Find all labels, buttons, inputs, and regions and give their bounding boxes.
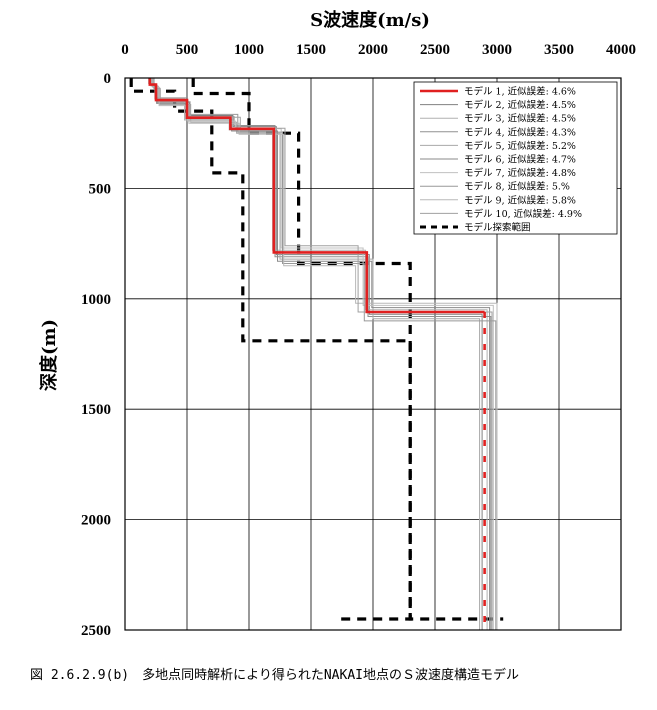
x-axis-ticks: 0 500 1000 1500 2000 2500 3000 3500 4000: [121, 42, 636, 58]
plot-frame: [124, 77, 622, 631]
y-axis-ticks: 0 500 1000 1500 2000 2500: [81, 71, 111, 639]
legend-label: モデル 2, 近似誤差: 4.5%: [464, 99, 576, 111]
legend-label: モデル 8, 近似誤差: 5.%: [464, 181, 570, 193]
legend-label: モデル 9, 近似誤差: 5.8%: [464, 194, 576, 206]
legend-label: モデル 7, 近似誤差: 4.8%: [464, 167, 576, 179]
x-tick-label: 3000: [482, 42, 512, 58]
x-tick-label: 2500: [420, 42, 450, 58]
x-tick-label: 500: [176, 42, 199, 58]
model-series-line: [153, 78, 493, 630]
model-1-line: [148, 78, 485, 314]
legend-label: モデル 6, 近似誤差: 4.7%: [464, 154, 576, 166]
legend-label: モデル 5, 近似誤差: 5.2%: [464, 140, 576, 152]
legend: モデル 1, 近似誤差: 4.6%モデル 2, 近似誤差: 4.5% モデル 3,…: [413, 81, 618, 235]
legend-label: モデル 4, 近似誤差: 4.3%: [464, 126, 576, 138]
y-tick-label: 500: [89, 181, 112, 197]
y-tick-label: 2000: [81, 513, 111, 529]
y-tick-label: 1000: [81, 292, 111, 308]
y-tick-label: 2500: [81, 623, 111, 639]
x-tick-label: 4000: [606, 42, 636, 58]
x-tick-label: 1500: [296, 42, 326, 58]
x-tick-label: 3500: [544, 42, 574, 58]
search-range-upper-line: [191, 78, 504, 621]
series-layer: [129, 78, 504, 630]
x-tick-label: 1000: [234, 42, 264, 58]
y-axis-label: 深度(m): [38, 319, 60, 391]
x-tick-label: 0: [121, 42, 129, 58]
y-tick-label: 1500: [81, 402, 111, 418]
legend-label: モデル 10, 近似誤差: 4.9%: [464, 208, 582, 220]
legend-label: モデル 1, 近似誤差: 4.6%: [464, 86, 576, 98]
search-range-lower-line: [129, 78, 412, 621]
figure-caption: 図 2.6.2.9(b) 多地点同時解析により得られたNAKAI地点のＳ波速度構…: [30, 667, 519, 683]
chart-title: S波速度(m/s): [310, 9, 430, 31]
legend-label: モデル 3, 近似誤差: 4.5%: [464, 113, 576, 125]
y-tick-label: 0: [104, 71, 112, 87]
x-tick-label: 2000: [358, 42, 388, 58]
legend-box: [413, 81, 618, 235]
legend-label: モデル探索範囲: [464, 222, 531, 234]
